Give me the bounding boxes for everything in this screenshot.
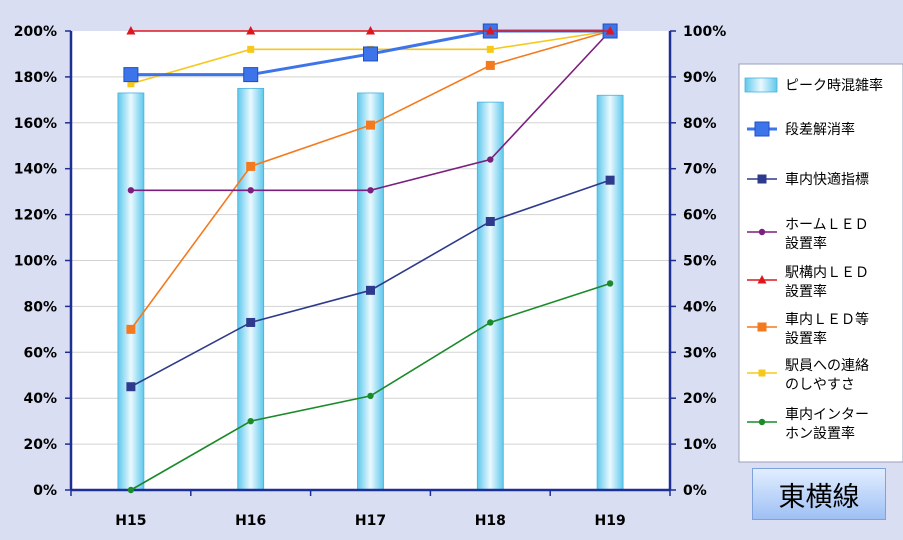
left-tick-label: 60% [23,345,57,361]
axes [65,30,676,496]
legend-label: 車内ＬＥＤ等設置率 [785,311,869,347]
legend-entry: 車内ＬＥＤ等設置率 [747,311,869,347]
left-tick-label: 180% [14,70,57,86]
x-axis-ticks: H15 H16 H17 H18 H19 [115,513,625,529]
bar [117,92,145,491]
legend-entry: 車内インターホン設置率 [747,406,869,442]
data-point [485,216,495,226]
legend-marker [758,369,766,377]
right-tick-label: 60% [683,208,717,224]
x-tick-label: H18 [475,513,506,529]
legend-marker [758,418,766,426]
right-tick-label: 30% [683,345,717,361]
legend-marker [757,174,767,184]
bar [596,94,624,491]
left-tick-label: 160% [14,116,57,132]
data-point [126,324,136,334]
legend-label: 車内インターホン設置率 [785,406,869,442]
legend-label: 駅員への連絡のしやすさ [785,358,869,393]
right-tick-label: 20% [683,391,717,407]
legend-entry: ホームＬＥＤ設置率 [747,217,869,252]
legend-marker [758,228,766,236]
data-point [247,417,254,425]
legend-swatch [744,77,778,93]
legend-label: ホームＬＥＤ設置率 [785,217,869,252]
legend-marker [754,121,770,137]
data-point [246,161,256,171]
legend-entry: 駅員への連絡のしやすさ [747,358,869,393]
x-tick-label: H17 [355,513,386,529]
data-point [246,317,256,327]
legend-label: 車内快適指標 [785,171,869,188]
data-point [127,486,135,494]
right-tick-label: 90% [683,70,717,86]
right-tick-label: 40% [683,299,717,315]
data-point [367,392,374,400]
legend-label: ピーク時混雑率 [785,77,883,94]
left-tick-label: 200% [14,24,57,40]
data-point [123,67,139,83]
legend-label: 段差解消率 [785,121,855,138]
x-tick-label: H15 [115,513,146,529]
legend-entry: ピーク時混雑率 [744,77,883,94]
data-point [127,187,135,194]
data-point [486,45,494,53]
data-point [367,187,374,194]
bar-series [117,87,624,491]
right-tick-label: 70% [683,162,717,178]
x-tick-label: H16 [235,513,266,529]
data-point [605,26,615,35]
x-tick-label: H19 [594,513,625,529]
left-tick-label: 140% [14,162,57,178]
data-point [485,26,495,35]
bar [476,101,504,491]
bar [357,92,384,491]
left-tick-label: 120% [14,208,57,224]
right-tick-label: 0% [683,483,707,499]
line-series-7 [127,280,614,494]
data-point [247,187,254,194]
data-point [366,120,375,130]
right-tick-label: 10% [683,437,717,453]
left-tick-label: 20% [23,437,57,453]
line-name-badge: 東横線 [752,468,886,520]
right-axis-ticks: 0% 10% 20% 30% 40% 50% 60% 70% 80% 90% 100% [683,24,726,499]
line-series-4 [126,26,615,35]
data-point [487,319,494,326]
left-tick-label: 100% [14,254,57,270]
bar [237,87,265,491]
legend-marker [757,322,767,332]
data-point [126,26,136,35]
data-point [246,26,256,35]
data-point [485,60,495,70]
data-point [366,26,375,35]
left-tick-label: 80% [23,299,57,315]
legend-entry: 駅構内ＬＥＤ設置率 [747,265,869,300]
data-point [606,280,614,287]
legend-marker [757,275,767,284]
line-series-2 [126,175,615,392]
data-point [126,382,136,392]
data-point [247,45,255,53]
right-tick-label: 80% [683,116,717,132]
data-point [243,67,259,83]
line-series [123,23,618,494]
data-point [605,175,615,185]
legend: ピーク時混雑率段差解消率車内快適指標ホームＬＥＤ設置率駅構内ＬＥＤ設置率車内ＬＥ… [738,63,903,463]
left-tick-label: 0% [33,483,57,499]
data-point [366,285,375,295]
data-point [127,80,135,88]
legend-label: 駅構内ＬＥＤ設置率 [785,265,869,300]
legend-entry: 段差解消率 [747,121,855,138]
data-point [487,156,494,163]
left-tick-label: 40% [23,391,57,407]
left-axis-ticks: 0% 20% 40% 60% 80% 100% 120% 140% 160% 180% 200% [14,24,57,499]
legend-entry: 車内快適指標 [747,171,869,188]
right-tick-label: 100% [683,24,726,40]
right-tick-label: 50% [683,254,717,270]
data-point [363,46,378,62]
